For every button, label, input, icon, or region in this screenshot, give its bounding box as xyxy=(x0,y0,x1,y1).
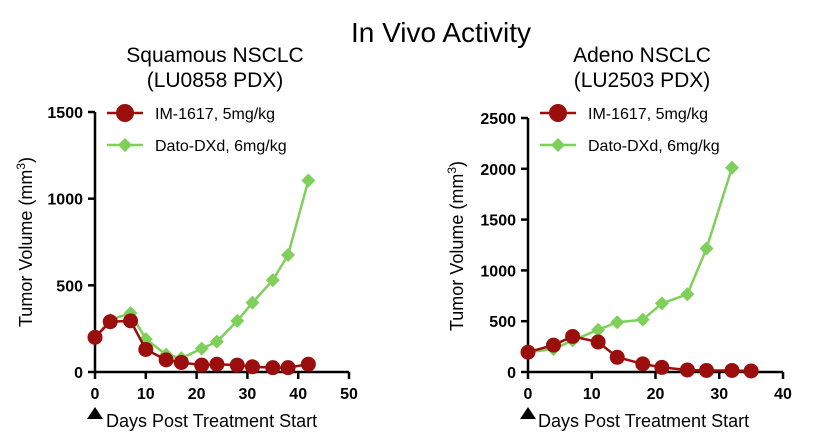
data-point xyxy=(565,328,581,344)
data-point xyxy=(209,334,224,349)
data-point xyxy=(635,312,650,327)
data-point xyxy=(610,315,625,330)
data-point xyxy=(590,334,606,350)
y-tick-label: 500 xyxy=(56,278,83,295)
chart-lu2503: Adeno NSCLC (LU2503 PDX) Tumor Volume (m… xyxy=(445,44,792,431)
data-point xyxy=(724,362,740,378)
y-tick-label: 2500 xyxy=(480,111,516,128)
y-axis-label-close: ) xyxy=(16,157,36,163)
data-point xyxy=(230,313,245,328)
y-axis-label-superscript: 3 xyxy=(445,167,459,174)
data-point xyxy=(102,314,118,330)
legend-label: IM-1617, 5mg/kg xyxy=(588,106,708,123)
data-point xyxy=(520,344,536,360)
legend-label: Dato-DXd, 6mg/kg xyxy=(588,138,720,155)
x-tick-label: 50 xyxy=(340,386,358,403)
x-tick-label: 0 xyxy=(524,386,533,403)
data-point xyxy=(245,295,260,310)
data-point xyxy=(194,341,209,356)
x-tick-label: 20 xyxy=(647,386,665,403)
y-axis-label-superscript: 3 xyxy=(14,163,28,170)
data-point xyxy=(194,357,210,373)
data-point xyxy=(229,357,245,373)
x-tick-label: 20 xyxy=(188,386,206,403)
y-axis-label-close: ) xyxy=(447,161,467,167)
legend-marker xyxy=(549,104,567,122)
data-point xyxy=(654,296,669,311)
data-point xyxy=(635,356,651,372)
data-point xyxy=(300,356,316,372)
figure-title: In Vivo Activity xyxy=(351,17,531,48)
data-point xyxy=(87,329,103,345)
chart-title-line2: (LU2503 PDX) xyxy=(574,69,711,92)
x-tick-label: 40 xyxy=(289,386,307,403)
data-point xyxy=(680,287,695,302)
chart-title-line1: Adeno NSCLC xyxy=(573,44,711,67)
y-axis-label: Tumor Volume (mm3) xyxy=(445,161,467,331)
y-tick-label: 2000 xyxy=(480,162,516,179)
data-point xyxy=(280,360,296,376)
y-axis-label-main: Tumor Volume (mm xyxy=(447,174,467,331)
data-point xyxy=(173,354,189,370)
data-point xyxy=(301,173,316,188)
y-axis-label-main: Tumor Volume (mm xyxy=(16,170,36,327)
y-tick-label: 500 xyxy=(489,314,516,331)
dosing-marker-triangle xyxy=(520,407,536,419)
data-point xyxy=(609,349,625,365)
legend-marker xyxy=(551,138,565,152)
x-tick-label: 40 xyxy=(774,386,792,403)
chart-title-line1: Squamous NSCLC xyxy=(126,44,303,67)
data-point xyxy=(591,322,606,337)
y-tick-label: 0 xyxy=(507,365,516,382)
chart-title-line2: (LU0858 PDX) xyxy=(147,69,284,92)
data-point xyxy=(281,248,296,262)
series-line xyxy=(527,167,734,354)
x-tick-label: 0 xyxy=(91,386,100,403)
y-tick-label: 1000 xyxy=(47,192,83,209)
data-point xyxy=(546,337,561,353)
y-tick-label: 1500 xyxy=(480,213,516,230)
legend-label: IM-1617, 5mg/kg xyxy=(155,106,275,123)
data-point xyxy=(725,160,739,175)
series-line xyxy=(94,180,310,360)
legend-marker xyxy=(116,104,134,122)
x-axis-label: Days Post Treatment Start xyxy=(538,411,749,431)
y-tick-label: 1000 xyxy=(480,263,516,280)
data-point xyxy=(743,363,759,379)
x-axis-label: Days Post Treatment Start xyxy=(106,411,317,431)
dosing-marker-triangle xyxy=(87,407,103,419)
x-tick-label: 10 xyxy=(583,386,601,403)
data-point xyxy=(138,341,154,357)
data-point xyxy=(265,273,280,288)
y-tick-label: 1500 xyxy=(47,105,83,122)
data-point xyxy=(699,362,714,378)
y-tick-label: 0 xyxy=(74,365,83,382)
y-axis-label: Tumor Volume (mm3) xyxy=(14,157,36,327)
data-point xyxy=(265,360,281,376)
data-point xyxy=(654,359,670,375)
data-point xyxy=(123,313,139,329)
chart-lu0858: Squamous NSCLC (LU0858 PDX) Tumor Volume… xyxy=(14,44,358,431)
data-point xyxy=(244,359,260,375)
data-point xyxy=(158,352,174,368)
x-tick-label: 30 xyxy=(239,386,257,403)
legend-label: Dato-DXd, 6mg/kg xyxy=(155,138,287,155)
data-point xyxy=(679,362,695,378)
data-point xyxy=(209,356,225,372)
legend-marker xyxy=(118,138,132,152)
x-tick-label: 30 xyxy=(710,386,728,403)
data-point xyxy=(699,241,714,256)
x-tick-label: 10 xyxy=(137,386,155,403)
